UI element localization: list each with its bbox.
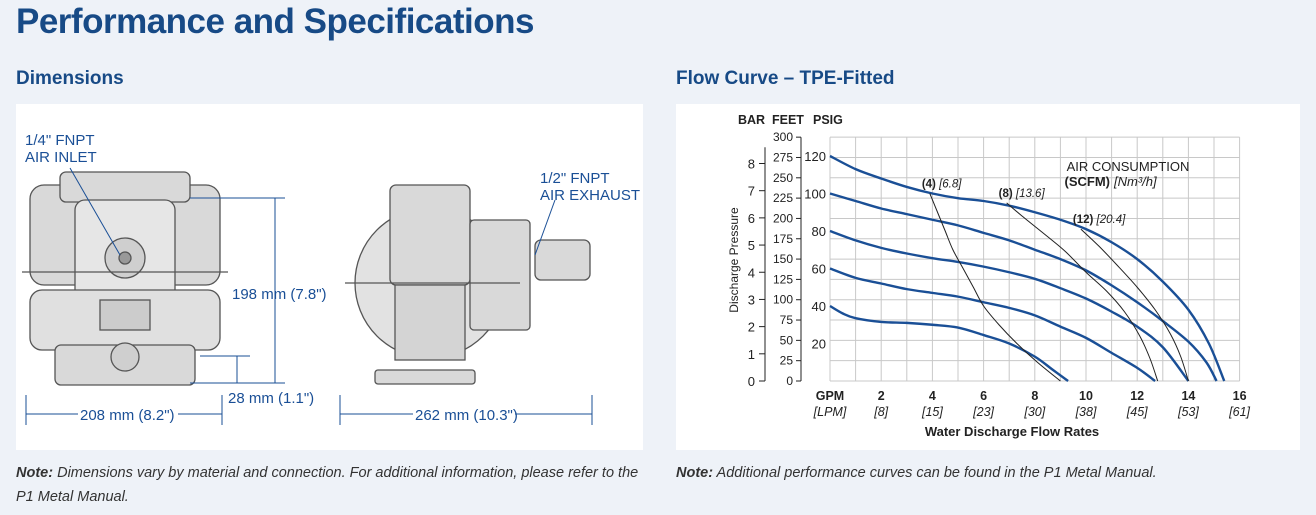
x-tick-lpm: [30] xyxy=(1023,405,1045,419)
x-tick-lpm: [38] xyxy=(1075,405,1097,419)
note-label: Note: xyxy=(676,465,714,481)
page-title: Performance and Specifications xyxy=(16,2,534,41)
feet-tick-label: 125 xyxy=(773,272,793,286)
flow-note: Note: Additional performance curves can … xyxy=(676,461,1296,485)
feet-tick-label: 25 xyxy=(780,354,794,368)
x-axis-title: Water Discharge Flow Rates xyxy=(925,424,1099,439)
feet-tick-label: 50 xyxy=(780,333,794,347)
bar-tick-label: 7 xyxy=(748,184,755,199)
x-tick-gpm: 14 xyxy=(1181,389,1195,403)
psig-axis-label: PSIG xyxy=(813,113,843,127)
feet-tick-label: 225 xyxy=(773,191,793,205)
bar-tick-label: 2 xyxy=(748,320,755,335)
x-unit-lpm: [LPM] xyxy=(813,405,847,419)
psig-tick-label: 40 xyxy=(812,299,826,314)
y-axis-title: Discharge Pressure xyxy=(727,207,741,313)
note-text: Additional performance curves can be fou… xyxy=(713,465,1157,481)
pump-dimension-drawing: 1/4" FNPT AIR INLET 1/2" FNPT AIR EXHAUS… xyxy=(22,132,640,425)
dimensions-heading: Dimensions xyxy=(16,68,124,89)
x-tick-gpm: 2 xyxy=(878,389,885,403)
psig-tick-label: 100 xyxy=(804,187,826,202)
air-exhaust-label-2: AIR EXHAUST xyxy=(540,187,640,204)
depth-dimension: 262 mm (10.3") xyxy=(415,407,518,424)
air-inlet-label-1: 1/4" FNPT xyxy=(25,132,95,149)
x-tick-gpm: 6 xyxy=(980,389,987,403)
psig-tick-label: 120 xyxy=(804,149,826,164)
feet-tick-label: 175 xyxy=(773,232,793,246)
psig-tick-label: 80 xyxy=(812,224,826,239)
pressure-curve xyxy=(829,229,1190,382)
x-tick-lpm: [61] xyxy=(1228,405,1250,419)
dimensions-panel: 1/4" FNPT AIR INLET 1/2" FNPT AIR EXHAUS… xyxy=(16,104,643,450)
chart-labels: BAR FEET PSIG Discharge Pressure Water D… xyxy=(727,113,1251,439)
x-tick-lpm: [53] xyxy=(1177,405,1199,419)
pressure-curve xyxy=(829,154,1226,382)
note-text: Dimensions vary by material and connecti… xyxy=(16,465,639,505)
air-consumption-units-nm3h: [Nm³/h] xyxy=(1113,174,1157,189)
x-tick-gpm: 4 xyxy=(929,389,936,403)
base-height-dimension: 28 mm (1.1") xyxy=(228,390,314,407)
x-tick-lpm: [15] xyxy=(921,405,943,419)
x-tick-lpm: [23] xyxy=(972,405,994,419)
x-tick-gpm: 8 xyxy=(1031,389,1038,403)
air-consumption-line xyxy=(1006,202,1159,382)
air-consumption-line xyxy=(1080,228,1189,382)
x-tick-gpm: 10 xyxy=(1079,389,1093,403)
x-tick-gpm: 12 xyxy=(1130,389,1144,403)
bar-tick-label: 5 xyxy=(748,238,755,253)
x-unit-gpm: GPM xyxy=(816,389,844,403)
chart-axes: 0123456780255075100125150175200225250275… xyxy=(748,130,826,389)
feet-tick-label: 150 xyxy=(773,252,793,266)
pressure-curve xyxy=(829,304,1069,382)
pressure-curve xyxy=(829,192,1218,382)
feet-tick-label: 275 xyxy=(773,150,793,164)
chart-series xyxy=(829,154,1226,382)
bar-tick-label: 1 xyxy=(748,347,755,362)
feet-tick-label: 300 xyxy=(773,130,793,144)
air-consumption-label: (8) [13.6] xyxy=(999,188,1046,200)
width-dimension: 208 mm (8.2") xyxy=(80,407,175,424)
air-consumption-line xyxy=(929,193,1061,382)
x-tick-lpm: [8] xyxy=(873,405,888,419)
feet-axis-label: FEET xyxy=(772,113,804,127)
bar-tick-label: 6 xyxy=(748,211,755,226)
feet-tick-label: 250 xyxy=(773,171,793,185)
flow-curve-panel: 0 1 2 3 4 5 6 7 8 0 25 50 75 100 125 150 175 200 225 250 275… xyxy=(676,104,1300,450)
air-inlet-label-2: AIR INLET xyxy=(25,149,97,166)
note-label: Note: xyxy=(16,465,54,481)
air-consumption-units-scfm: (SCFM) xyxy=(1065,174,1111,189)
pump-front-view xyxy=(22,171,228,386)
flow-curve-chart: 0123456780255075100125150175200225250275… xyxy=(727,113,1251,439)
psig-tick-label: 60 xyxy=(812,262,826,277)
bar-axis-label: BAR xyxy=(738,113,765,127)
air-consumption-label: (4) [6.8] xyxy=(922,179,962,191)
air-consumption-label: (12) [20.4] xyxy=(1073,214,1126,226)
dimensions-note: Note: Dimensions vary by material and co… xyxy=(16,461,641,509)
feet-tick-label: 200 xyxy=(773,211,793,225)
x-tick-lpm: [45] xyxy=(1126,405,1148,419)
bar-tick-label: 4 xyxy=(748,265,755,280)
bar-tick-label: 0 xyxy=(748,374,755,389)
bar-tick-label: 3 xyxy=(748,292,755,307)
feet-tick-label: 100 xyxy=(773,293,793,307)
x-tick-gpm: 16 xyxy=(1233,389,1247,403)
pressure-curve xyxy=(829,267,1156,382)
air-exhaust-label-1: 1/2" FNPT xyxy=(540,170,610,187)
feet-tick-label: 0 xyxy=(786,374,793,388)
feet-tick-label: 75 xyxy=(780,313,794,327)
air-consumption-title: AIR CONSUMPTION xyxy=(1067,159,1190,174)
psig-tick-label: 20 xyxy=(812,337,826,352)
height-dimension: 198 mm (7.8") xyxy=(232,286,327,303)
flow-curve-heading: Flow Curve – TPE-Fitted xyxy=(676,68,895,89)
bar-tick-label: 8 xyxy=(748,157,755,172)
pump-side-view xyxy=(345,184,591,385)
